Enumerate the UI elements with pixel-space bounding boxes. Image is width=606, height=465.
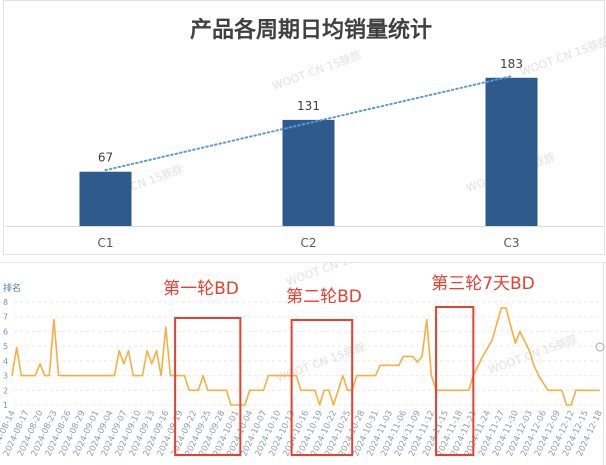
category-label: C3 xyxy=(503,236,519,250)
y-tick-label: 5 xyxy=(3,342,8,351)
watermark-text: WOOT CN 15豚豚 xyxy=(519,35,606,79)
y-tick-label: 4 xyxy=(3,357,8,366)
y-tick-label: 7 xyxy=(3,313,8,322)
bar-data-label: 67 xyxy=(98,151,113,165)
y-tick-label: 2 xyxy=(3,386,8,395)
y-tick-label: 8 xyxy=(3,298,8,307)
watermark-text: WOOT CN 15豚豚 xyxy=(285,262,378,289)
y-tick-label: 6 xyxy=(3,327,8,336)
bd-round-label-2: 第二轮BD xyxy=(286,287,362,307)
chart-frame xyxy=(3,0,605,255)
bd-round-box-2 xyxy=(290,319,354,456)
trendline xyxy=(104,75,513,172)
bd-round-label-3: 第三轮7天BD xyxy=(431,274,535,294)
bar-c2 xyxy=(282,119,335,226)
chart-resize-handle[interactable] xyxy=(595,342,605,352)
watermark-text: WOOT CN 15豚豚 xyxy=(275,341,368,385)
grid-layer: 1 2 3 4 5 6 7 8 排名 xyxy=(0,262,606,465)
bd-round-box-3 xyxy=(435,306,475,456)
watermark-text: WOOT CN 15豚豚 xyxy=(271,49,364,93)
category-label: C2 xyxy=(300,236,316,250)
bar-c3 xyxy=(485,77,538,227)
y-tick-label: 3 xyxy=(3,372,8,381)
category-label: C1 xyxy=(97,236,113,250)
bar-data-label: 131 xyxy=(297,99,320,113)
y-axis-title: 排名 xyxy=(3,282,21,294)
bd-round-label-1: 第一轮BD xyxy=(163,279,239,299)
y-tick-label: 1 xyxy=(3,401,8,410)
chart-title: 产品各周期日均销量统计 xyxy=(190,17,432,43)
bar-chart-marks: 产品各周期日均销量统计 67 C1 131 C2 183 C3 xyxy=(3,0,605,255)
rank-line-chart: 1 2 3 4 5 6 7 8 排名 WOOT CN 15豚豚 WOOT CN 15豚豚 WOOT … xyxy=(0,262,606,465)
watermark-text: WOOT CN 15豚豚 xyxy=(487,333,580,377)
rank-series-line xyxy=(11,307,600,406)
bd-round-box-1 xyxy=(174,317,242,456)
bar-c1 xyxy=(79,171,132,226)
bar-data-label: 183 xyxy=(500,57,523,71)
